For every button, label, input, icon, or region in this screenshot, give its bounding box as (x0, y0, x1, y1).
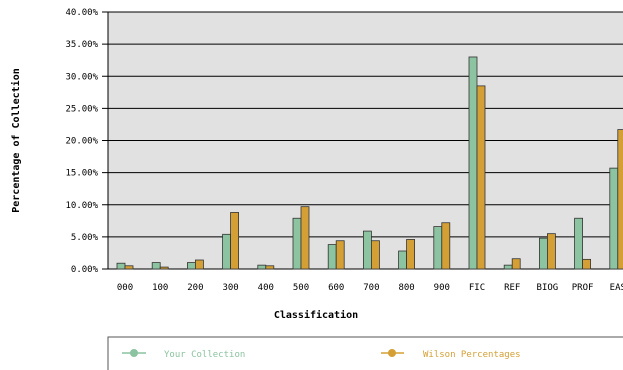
bar-your-collection-900 (433, 226, 443, 270)
bar-wilson-fic (476, 85, 486, 270)
x-tick-label: 500 (293, 283, 309, 293)
x-tick-label: 200 (187, 283, 203, 293)
bar-your-collection-200 (186, 262, 196, 270)
bar-your-collection-prof (574, 217, 583, 270)
x-tick-label: EAS (610, 283, 623, 293)
bar-your-collection-eas (609, 167, 619, 270)
x-tick-label: 600 (328, 283, 344, 293)
bar-wilson-900 (441, 222, 451, 270)
y-tick-label: 10.00% (65, 201, 98, 211)
bar-wilson-500 (300, 206, 310, 270)
x-tick-label: 800 (398, 283, 414, 293)
bar-wilson-eas (617, 129, 623, 270)
legend-label-wilson: Wilson Percentages (423, 350, 521, 360)
bar-wilson-600 (335, 240, 345, 270)
legend-marker-your-collection (130, 349, 138, 357)
bar-your-collection-biog (539, 237, 548, 270)
x-tick-label: REF (504, 283, 520, 293)
y-tick-label: 30.00% (65, 72, 98, 82)
y-tick-label: 5.00% (71, 233, 99, 243)
bar-your-collection-400 (257, 264, 267, 270)
bars (116, 56, 623, 270)
bar-wilson-800 (406, 239, 416, 270)
bar-your-collection-600 (327, 244, 337, 270)
x-tick-label: FIC (469, 283, 485, 293)
bar-wilson-ref (511, 258, 521, 270)
y-tick-label: 25.00% (65, 104, 98, 114)
x-tick-label: PROF (572, 283, 594, 293)
bar-your-collection-300 (222, 233, 232, 270)
y-tick-label: 35.00% (65, 40, 98, 50)
x-tick-label: 000 (117, 283, 133, 293)
y-tick-label: 40.00% (65, 8, 98, 18)
x-tick-label: 400 (258, 283, 274, 293)
bar-your-collection-700 (362, 230, 372, 270)
x-tick-label: 100 (152, 283, 168, 293)
x-tick-label: 900 (434, 283, 450, 293)
x-tick-label: 700 (363, 283, 379, 293)
x-tick-label: BIOG (537, 283, 559, 293)
legend-marker-wilson (388, 349, 396, 357)
bar-wilson-200 (194, 259, 204, 270)
y-tick-label: 15.00% (65, 169, 98, 179)
bar-wilson-300 (230, 212, 240, 270)
bar-wilson-700 (370, 240, 380, 270)
bar-wilson-100 (159, 266, 169, 270)
legend: Your Collection Wilson Percentages (107, 336, 623, 370)
bar-your-collection-800 (398, 250, 408, 270)
x-axis-ticks: 000 100 200 300 400 500 600 700 800 900 FIC REF BIOG… (117, 283, 623, 293)
y-tick-label: 20.00% (65, 137, 98, 147)
bar-wilson-400 (265, 265, 275, 270)
y-axis-title: Percentage of Collection (10, 68, 22, 213)
y-axis-ticks: 0.00% 5.00% 10.00% 15.00% 20.00% 25.00% 30.00%… (65, 8, 98, 275)
x-tick-label: 300 (222, 283, 238, 293)
bar-your-collection-500 (292, 217, 302, 270)
bar-wilson-000 (124, 265, 134, 270)
bar-your-collection-100 (151, 262, 161, 270)
legend-box (107, 336, 623, 370)
y-tick-label: 0.00% (71, 265, 99, 275)
bar-your-collection-fic (468, 56, 478, 270)
bar-wilson-prof (582, 258, 591, 270)
bar-wilson-biog (547, 233, 556, 270)
bar-your-collection-ref (503, 264, 513, 270)
legend-label-your-collection: Your Collection (164, 350, 245, 360)
x-axis-title: Classification (274, 309, 358, 321)
gridlines (102, 11, 623, 270)
bar-your-collection-000 (116, 262, 126, 270)
